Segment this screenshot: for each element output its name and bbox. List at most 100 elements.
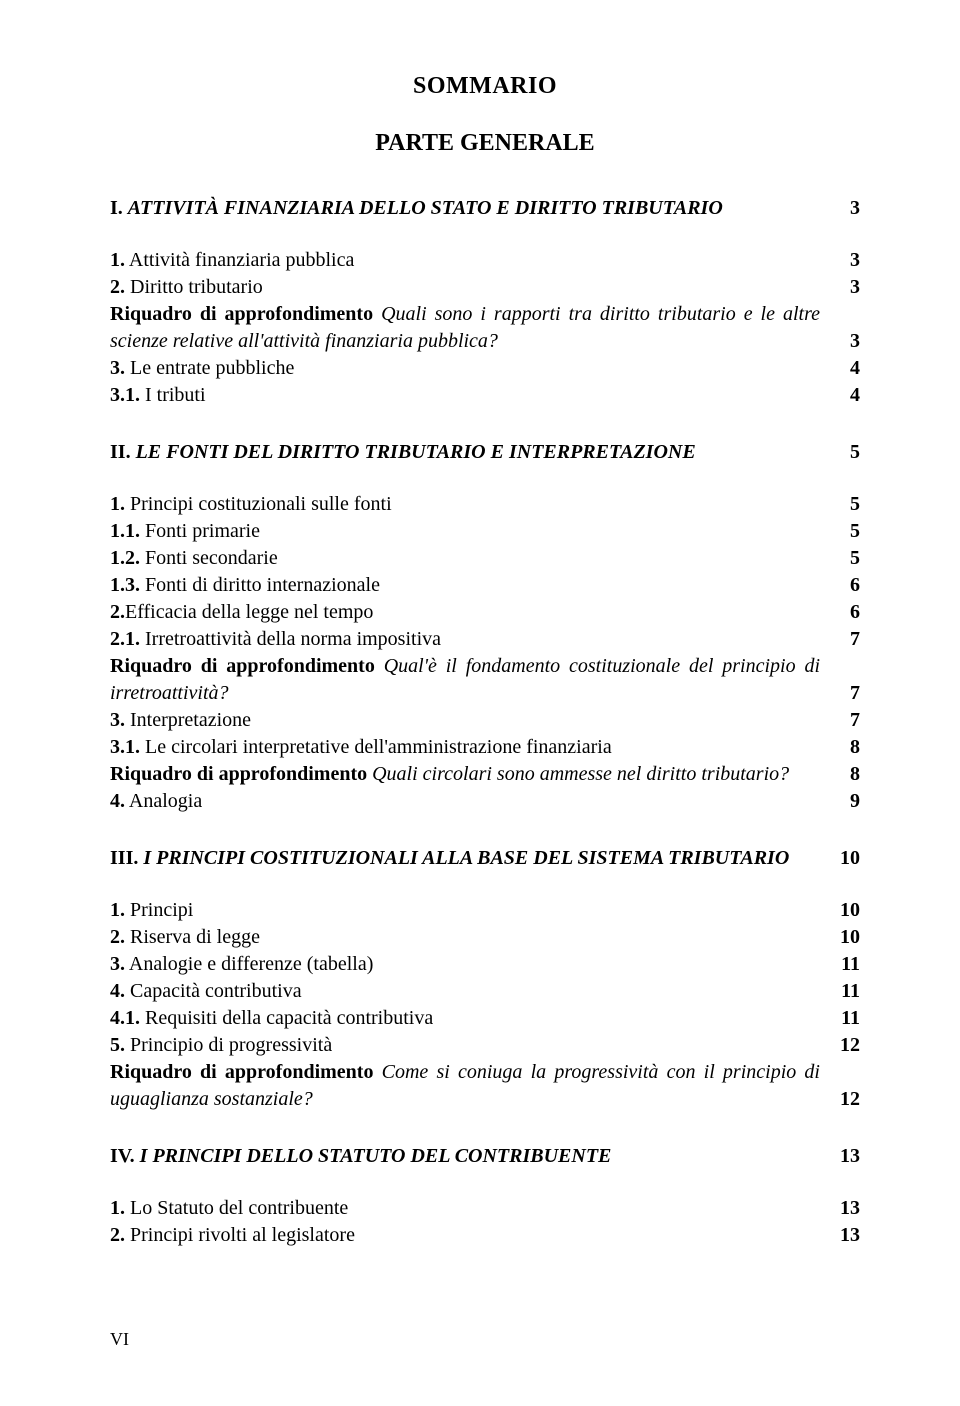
- toc-page-num: 13: [832, 1195, 860, 1222]
- section-1-title-row: I. ATTIVITÀ FINANZIARIA DELLO STATO E DI…: [110, 195, 860, 222]
- toc-page-num: 9: [832, 788, 860, 815]
- toc-label: 2.1. Irretroattività della norma imposit…: [110, 626, 832, 653]
- spacer: [110, 1170, 860, 1195]
- section-2-title-row: II. LE FONTI DEL DIRITTO TRIBUTARIO E IN…: [110, 439, 860, 466]
- riquadro-heading: Riquadro di approfondimento: [110, 303, 373, 325]
- toc-label: 1. Principi costituzionali sulle fonti: [110, 491, 832, 518]
- toc-page-num: 10: [832, 897, 860, 924]
- toc-page-num: 12: [832, 1086, 860, 1113]
- toc-page-num: 5: [832, 545, 860, 572]
- toc-row: 2.Efficacia della legge nel tempo 6: [110, 599, 860, 626]
- riquadro-heading: Riquadro di approfondimento: [110, 655, 375, 677]
- toc-page-num: 4: [832, 355, 860, 382]
- riquadro-row: Riquadro di approfondimento Quali circol…: [110, 761, 860, 788]
- toc-num: 5.: [110, 1034, 125, 1056]
- toc-row: 4. Capacità contributiva 11: [110, 978, 860, 1005]
- toc-page-num: 10: [832, 924, 860, 951]
- riquadro-label: Riquadro di approfondimento Qual'è il fo…: [110, 653, 832, 707]
- toc-text: Analogie e differenze (tabella): [125, 953, 373, 975]
- section-1: I. ATTIVITÀ FINANZIARIA DELLO STATO E DI…: [110, 195, 860, 409]
- toc-text: Interpretazione: [125, 709, 251, 731]
- toc-text: Requisiti della capacità contributiva: [140, 1007, 433, 1029]
- toc-label: 1. Principi: [110, 897, 832, 924]
- toc-label: 3. Le entrate pubbliche: [110, 355, 832, 382]
- toc-row: 3.1. I tributi 4: [110, 382, 860, 409]
- toc-page-num: 12: [832, 1032, 860, 1059]
- section-1-text: ATTIVITÀ FINANZIARIA DELLO STATO E DIRIT…: [128, 197, 723, 219]
- toc-row: 1. Attività finanziaria pubblica 3: [110, 247, 860, 274]
- riquadro-label: Riquadro di approfondimento Quali circol…: [110, 761, 832, 788]
- section-2: II. LE FONTI DEL DIRITTO TRIBUTARIO E IN…: [110, 439, 860, 815]
- toc-text: Efficacia della legge nel tempo: [125, 601, 373, 623]
- toc-text: Fonti primarie: [140, 520, 260, 542]
- spacer: [110, 466, 860, 491]
- toc-label: 4. Capacità contributiva: [110, 978, 832, 1005]
- toc-row: 2.1. Irretroattività della norma imposit…: [110, 626, 860, 653]
- toc-text: Irretroattività della norma impositiva: [140, 628, 441, 650]
- toc-row: 3. Analogie e differenze (tabella) 11: [110, 951, 860, 978]
- toc-row: 2. Diritto tributario 3: [110, 274, 860, 301]
- toc-label: 1. Lo Statuto del contribuente: [110, 1195, 832, 1222]
- section-2-text: LE FONTI DEL DIRITTO TRIBUTARIO E INTERP…: [136, 441, 696, 463]
- toc-label: 1. Attività finanziaria pubblica: [110, 247, 832, 274]
- toc-row: 1.2. Fonti secondarie 5: [110, 545, 860, 572]
- heading-parte: PARTE GENERALE: [110, 127, 860, 159]
- toc-num: 2.1.: [110, 628, 140, 650]
- toc-label: 3. Analogie e differenze (tabella): [110, 951, 832, 978]
- toc-page-num: 6: [832, 599, 860, 626]
- toc-row: 2. Riserva di legge 10: [110, 924, 860, 951]
- toc-text: Analogia: [125, 790, 202, 812]
- toc-row: 3. Le entrate pubbliche 4: [110, 355, 860, 382]
- toc-page-num: 7: [832, 707, 860, 734]
- toc-page-num: 11: [832, 951, 860, 978]
- toc-page-num: 11: [832, 978, 860, 1005]
- toc-num: 1.: [110, 249, 125, 271]
- toc-num: 4.: [110, 790, 125, 812]
- toc-label: 1.2. Fonti secondarie: [110, 545, 832, 572]
- riquadro-row: Riquadro di approfondimento Qual'è il fo…: [110, 653, 860, 707]
- toc-label: 3. Interpretazione: [110, 707, 832, 734]
- riquadro-label: Riquadro di approfondimento Come si coni…: [110, 1059, 832, 1113]
- section-1-page: 3: [832, 195, 860, 222]
- toc-row: 5. Principio di progressività 12: [110, 1032, 860, 1059]
- section-2-prefix: II.: [110, 441, 136, 463]
- toc-num: 3.1.: [110, 736, 140, 758]
- toc-row: 1.3. Fonti di diritto internazionale 6: [110, 572, 860, 599]
- toc-row: 3.1. Le circolari interpretative dell'am…: [110, 734, 860, 761]
- toc-label: 4. Analogia: [110, 788, 832, 815]
- toc-row: 1. Lo Statuto del contribuente 13: [110, 1195, 860, 1222]
- toc-text: Principi: [125, 899, 193, 921]
- toc-label: 5. Principio di progressività: [110, 1032, 832, 1059]
- section-4-title-row: IV. I PRINCIPI DELLO STATUTO DEL CONTRIB…: [110, 1143, 860, 1170]
- spacer: [110, 872, 860, 897]
- spacer: [110, 222, 860, 247]
- section-2-page: 5: [832, 439, 860, 466]
- section-3: III. I PRINCIPI COSTITUZIONALI ALLA BASE…: [110, 845, 860, 1113]
- section-3-page: 10: [832, 845, 860, 872]
- toc-page-num: 7: [832, 626, 860, 653]
- toc-page: SOMMARIO PARTE GENERALE I. ATTIVITÀ FINA…: [0, 0, 960, 1406]
- toc-num: 1.: [110, 493, 125, 515]
- toc-page-num: 3: [832, 274, 860, 301]
- toc-text: Principi rivolti al legislatore: [125, 1224, 355, 1246]
- section-2-title: II. LE FONTI DEL DIRITTO TRIBUTARIO E IN…: [110, 439, 832, 466]
- toc-num: 2.: [110, 1224, 125, 1246]
- riquadro-row: Riquadro di approfondimento Come si coni…: [110, 1059, 860, 1113]
- riquadro-text: Quali circolari sono ammesse nel diritto…: [367, 763, 789, 785]
- toc-row: 4. Analogia 9: [110, 788, 860, 815]
- toc-text: I tributi: [140, 384, 206, 406]
- toc-num: 3.: [110, 357, 125, 379]
- toc-num: 2.: [110, 276, 125, 298]
- toc-text: Capacità contributiva: [125, 980, 302, 1002]
- toc-text: Fonti di diritto internazionale: [140, 574, 380, 596]
- page-number-roman: VI: [110, 1327, 129, 1351]
- toc-text: Le entrate pubbliche: [125, 357, 294, 379]
- toc-label: 2.Efficacia della legge nel tempo: [110, 599, 832, 626]
- toc-label: 2. Principi rivolti al legislatore: [110, 1222, 832, 1249]
- toc-num: 4.: [110, 980, 125, 1002]
- toc-num: 1.: [110, 899, 125, 921]
- section-3-text: I PRINCIPI COSTITUZIONALI ALLA BASE DEL …: [143, 847, 789, 869]
- toc-page-num: 7: [832, 680, 860, 707]
- toc-page-num: 11: [832, 1005, 860, 1032]
- toc-page-num: 8: [832, 734, 860, 761]
